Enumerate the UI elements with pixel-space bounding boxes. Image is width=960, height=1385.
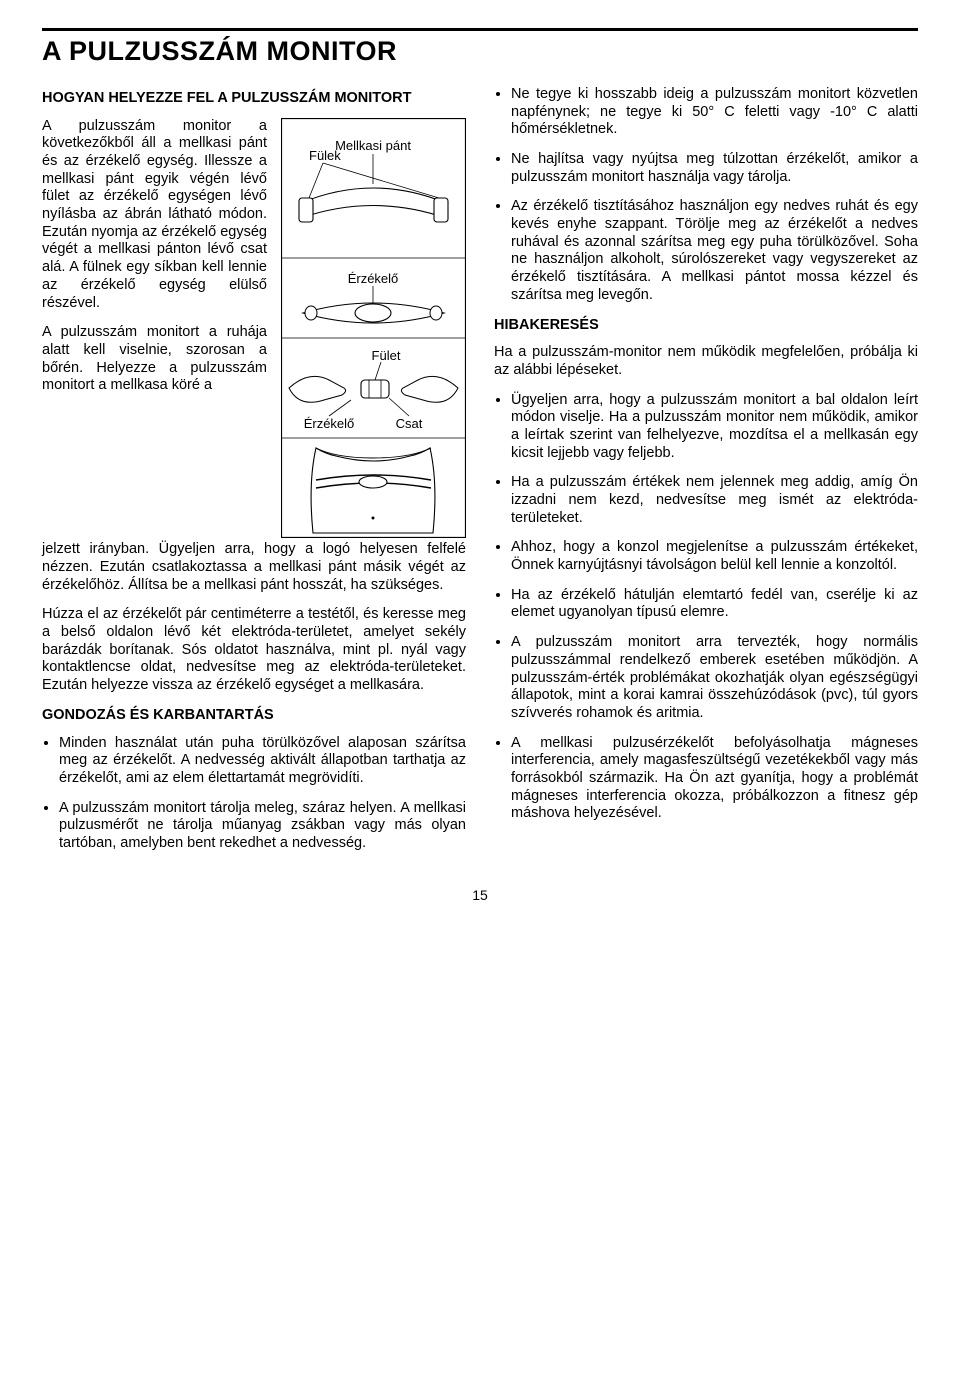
page-title: A PULZUSSZÁM MONITOR xyxy=(42,28,918,68)
paragraph: Húzza el az érzékelőt pár centiméterre a… xyxy=(42,606,466,694)
list-item: A pulzusszám monitort arra tervezték, ho… xyxy=(511,634,918,722)
two-column-layout: HOGYAN HELYEZZE FEL A PULZUSSZÁM MONITOR… xyxy=(42,86,918,865)
list-item: Ha az érzékelő hátulján elemtartó fedél … xyxy=(511,587,918,622)
page-number: 15 xyxy=(42,887,918,904)
diagram-label-erzekelo: Érzékelő xyxy=(348,271,399,286)
left-column: HOGYAN HELYEZZE FEL A PULZUSSZÁM MONITOR… xyxy=(42,86,466,865)
care-list: Minden használat után puha törülközővel … xyxy=(42,735,466,853)
right-column: Ne tegye ki hosszabb ideig a pulzusszám … xyxy=(494,86,918,865)
troubleshoot-list: Ügyeljen arra, hogy a pulzusszám monitor… xyxy=(494,392,918,823)
list-item: Ahhoz, hogy a konzol megjelenítse a pulz… xyxy=(511,539,918,574)
diagram-label-erzekelo2: Érzékelő xyxy=(304,416,355,431)
list-item: Ügyeljen arra, hogy a pulzusszám monitor… xyxy=(511,392,918,463)
list-item: Ne tegye ki hosszabb ideig a pulzusszám … xyxy=(511,86,918,139)
paragraph: A pulzusszám monitor a következőkből áll… xyxy=(42,118,267,313)
diagram-label-fulet: Fület xyxy=(372,348,401,363)
section-heading-troubleshoot: HIBAKERESÉS xyxy=(494,317,918,335)
list-item: Ha a pulzusszám értékek nem jelennek meg… xyxy=(511,474,918,527)
list-item: Ne hajlítsa vagy nyújtsa meg túlzottan é… xyxy=(511,151,918,186)
list-item: Minden használat után puha törülközővel … xyxy=(59,735,466,788)
care-list-continued: Ne tegye ki hosszabb ideig a pulzusszám … xyxy=(494,86,918,305)
section-heading-care: GONDOZÁS ÉS KARBANTARTÁS xyxy=(42,707,466,725)
list-item: Az érzékelő tisztításához használjon egy… xyxy=(511,198,918,304)
list-item: A pulzusszám monitort tárolja meleg, szá… xyxy=(59,800,466,853)
text-figure-row: A pulzusszám monitor a következőkből áll… xyxy=(42,118,466,544)
diagram-label-mellkasi: Mellkasi pánt xyxy=(335,138,411,153)
paragraph: Ha a pulzusszám-monitor nem működik megf… xyxy=(494,344,918,379)
paragraph: jelzett irányban. Ügyeljen arra, hogy a … xyxy=(42,541,466,594)
diagram-label-csat: Csat xyxy=(396,416,423,431)
paragraph: A pulzusszám monitort a ruhája alatt kel… xyxy=(42,324,267,395)
section-heading-howto: HOGYAN HELYEZZE FEL A PULZUSSZÁM MONITOR… xyxy=(42,90,466,108)
intro-text-block: A pulzusszám monitor a következőkből áll… xyxy=(42,118,267,544)
list-item: A mellkasi pulzusérzékelőt befolyásolhat… xyxy=(511,735,918,823)
chest-strap-diagram: Fülek Mellkasi pánt Érzékelő xyxy=(281,118,466,544)
